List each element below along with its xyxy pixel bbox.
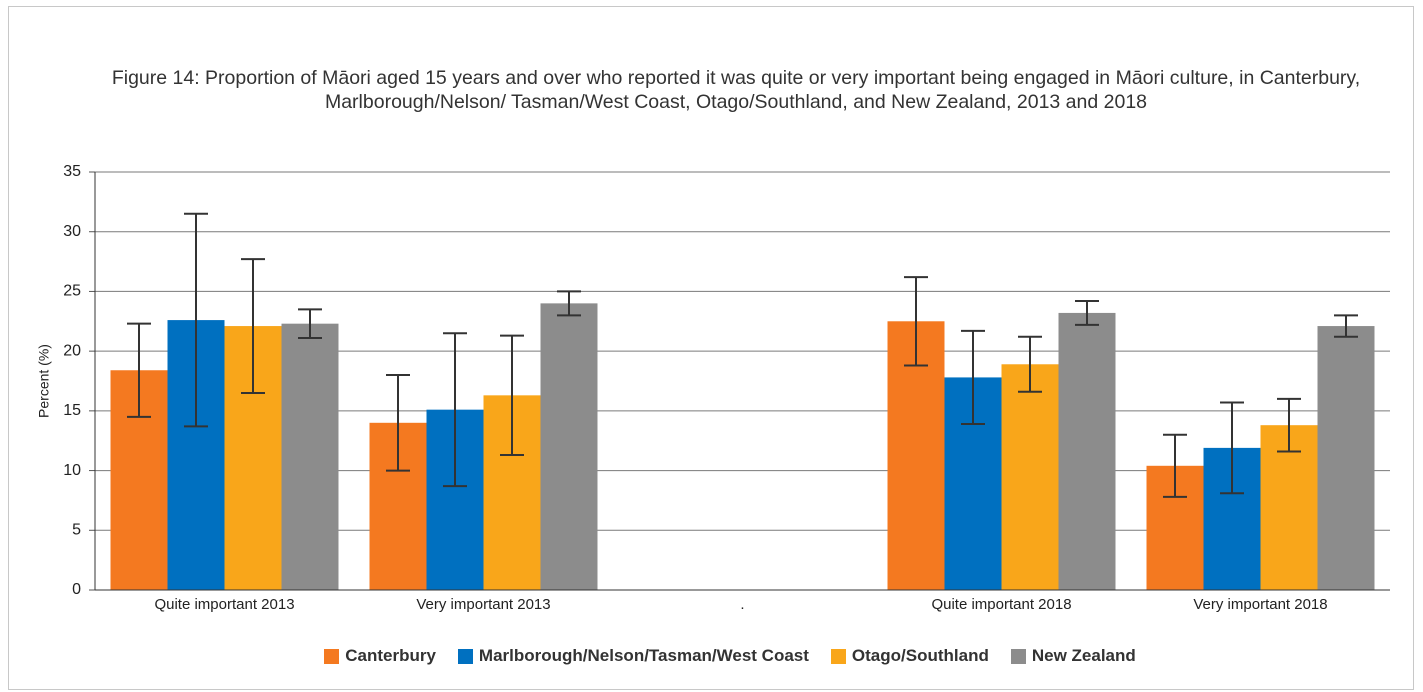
error-bar xyxy=(127,322,151,418)
x-tick-label: . xyxy=(740,596,744,613)
error-bar xyxy=(904,276,928,367)
x-tick-label: Quite important 2013 xyxy=(154,596,294,613)
error-bar xyxy=(500,334,524,457)
error-bar xyxy=(1277,397,1301,453)
x-tick-label: Quite important 2018 xyxy=(931,596,1071,613)
legend-item: Marlborough/Nelson/Tasman/West Coast xyxy=(457,646,809,666)
legend-swatch xyxy=(324,648,340,664)
error-bar xyxy=(241,258,265,394)
error-bar xyxy=(443,332,467,488)
bar xyxy=(1260,425,1318,590)
legend-label: New Zealand xyxy=(1031,646,1136,665)
legend-label: Otago/Southland xyxy=(851,646,989,665)
error-bar xyxy=(557,290,581,317)
legend: Canterbury Marlborough/Nelson/Tasman/West… xyxy=(0,646,1423,666)
error-bar xyxy=(1018,335,1042,393)
error-bar xyxy=(961,329,985,425)
y-tick-label: 35 xyxy=(63,163,81,180)
bar xyxy=(540,303,598,590)
legend-item: New Zealand xyxy=(1010,646,1136,666)
legend-label: Marlborough/Nelson/Tasman/West Coast xyxy=(478,646,809,665)
y-tick-label: 5 xyxy=(72,522,81,539)
legend-swatch xyxy=(457,648,473,664)
y-tick-label: 20 xyxy=(63,342,81,359)
y-tick-label: 15 xyxy=(63,402,81,419)
x-tick-label: Very important 2018 xyxy=(1193,596,1327,613)
error-bar xyxy=(184,212,208,428)
error-bar xyxy=(1220,401,1244,495)
y-tick-label: 10 xyxy=(63,462,81,479)
y-tick-label: 0 xyxy=(72,581,81,598)
y-tick-label: 30 xyxy=(63,223,81,240)
x-tick-label: Very important 2013 xyxy=(416,596,550,613)
error-bar xyxy=(298,308,322,340)
legend-item: Otago/Southland xyxy=(830,646,989,666)
bar xyxy=(281,323,339,590)
error-bar xyxy=(1075,299,1099,326)
bar xyxy=(1001,364,1059,590)
error-bar xyxy=(386,374,410,472)
chart-title: Figure 14: Proportion of Māori aged 15 y… xyxy=(111,67,1361,113)
y-axis-label: Percent (%) xyxy=(36,344,52,418)
y-tick-label: 25 xyxy=(63,283,81,300)
frame xyxy=(8,6,1414,690)
legend-label: Canterbury xyxy=(345,646,436,665)
bar xyxy=(1058,312,1116,590)
legend-swatch xyxy=(1010,648,1026,664)
legend-swatch xyxy=(830,648,846,664)
legend-item: Canterbury xyxy=(324,646,436,666)
bar xyxy=(1317,326,1375,590)
error-bar xyxy=(1163,433,1187,498)
error-bar xyxy=(1334,314,1358,338)
